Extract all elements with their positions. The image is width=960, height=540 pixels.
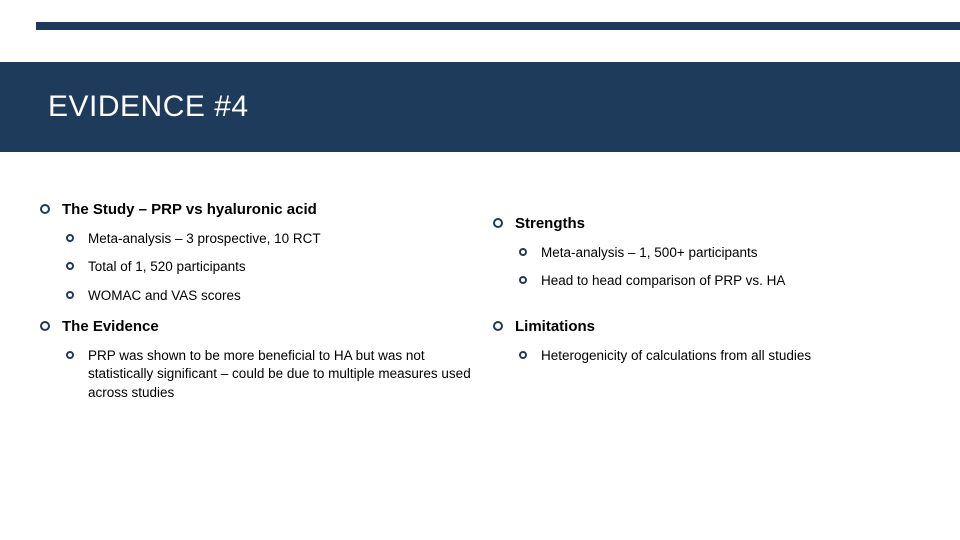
bullet-ring-icon xyxy=(519,248,527,256)
left-column: The Study – PRP vs hyaluronic acid Meta-… xyxy=(40,200,487,520)
list-item-label: Total of 1, 520 participants xyxy=(88,259,246,274)
title-band: EVIDENCE #4 xyxy=(0,62,960,152)
bullet-ring-icon xyxy=(493,321,503,331)
list-item-label: Limitations xyxy=(515,318,595,335)
list-item-label: Meta-analysis – 1, 500+ participants xyxy=(541,245,758,260)
list-item-label: The Evidence xyxy=(62,318,159,335)
list-item: WOMAC and VAS scores xyxy=(66,287,487,305)
list-item: Strengths Meta-analysis – 1, 500+ partic… xyxy=(493,214,940,291)
top-accent-bar xyxy=(36,22,960,30)
bullet-ring-icon xyxy=(66,351,74,359)
list-item-label: Meta-analysis – 3 prospective, 10 RCT xyxy=(88,231,321,246)
right-column: Strengths Meta-analysis – 1, 500+ partic… xyxy=(487,200,940,520)
bullet-ring-icon xyxy=(40,204,50,214)
list-item: Heterogenicity of calculations from all … xyxy=(519,347,940,365)
bullet-ring-icon xyxy=(519,351,527,359)
bullet-ring-icon xyxy=(519,276,527,284)
list-item-label: The Study – PRP vs hyaluronic acid xyxy=(62,201,317,218)
list-item: The Study – PRP vs hyaluronic acid Meta-… xyxy=(40,200,487,305)
bullet-ring-icon xyxy=(66,291,74,299)
list-item: Meta-analysis – 1, 500+ participants xyxy=(519,244,940,262)
slide: EVIDENCE #4 The Study – PRP vs hyaluroni… xyxy=(0,0,960,540)
list-item-label: Strengths xyxy=(515,215,585,232)
list-item: The Evidence PRP was shown to be more be… xyxy=(40,317,487,402)
list-item: Total of 1, 520 participants xyxy=(66,258,487,276)
list-item: Head to head comparison of PRP vs. HA xyxy=(519,272,940,290)
bullet-ring-icon xyxy=(66,262,74,270)
list-item: Limitations Heterogenicity of calculatio… xyxy=(493,317,940,365)
list-item-label: PRP was shown to be more beneficial to H… xyxy=(88,348,471,399)
list-item: PRP was shown to be more beneficial to H… xyxy=(66,347,487,402)
bullet-ring-icon xyxy=(66,234,74,242)
list-item-label: Head to head comparison of PRP vs. HA xyxy=(541,273,785,288)
bullet-ring-icon xyxy=(493,218,503,228)
bullet-ring-icon xyxy=(40,321,50,331)
list-item-label: Heterogenicity of calculations from all … xyxy=(541,348,811,363)
content-area: The Study – PRP vs hyaluronic acid Meta-… xyxy=(40,200,940,520)
list-item-label: WOMAC and VAS scores xyxy=(88,288,241,303)
list-item: Meta-analysis – 3 prospective, 10 RCT xyxy=(66,230,487,248)
slide-title: EVIDENCE #4 xyxy=(48,90,249,124)
